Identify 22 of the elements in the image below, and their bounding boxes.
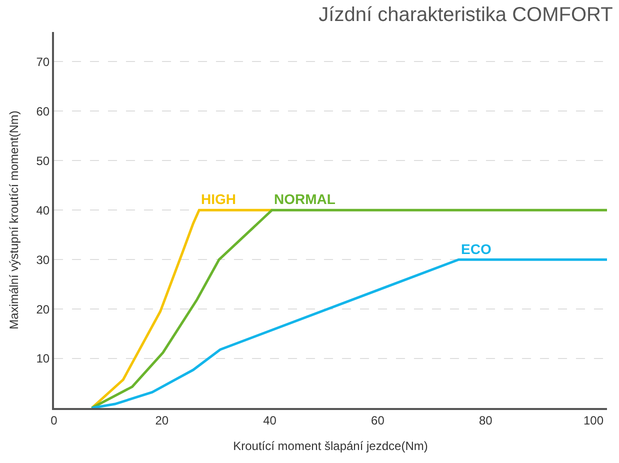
series-label: ECO	[461, 241, 492, 257]
line-series	[90, 258, 607, 408]
x-tick-label: 100	[583, 413, 604, 428]
x-tick-label: 80	[478, 413, 493, 428]
y-tick-label: 60	[36, 104, 50, 118]
y-tick-label: 10	[36, 352, 50, 366]
line-series	[90, 208, 274, 408]
y-tick-label: 20	[36, 302, 50, 316]
series-label: HIGH	[201, 191, 236, 207]
y-tick-label: 50	[36, 154, 50, 168]
line-series	[90, 208, 607, 408]
series-label: NORMAL	[274, 191, 336, 207]
x-tick-label: 20	[155, 413, 169, 428]
chart-title: Jízdní charakteristika COMFORT	[318, 4, 613, 26]
x-tick-label: 60	[371, 413, 385, 428]
y-axis-title: Maximální výstupní kroutící moment(Nm)	[7, 110, 22, 330]
y-tick-label: 40	[36, 203, 50, 218]
x-tick-label: 40	[263, 413, 277, 428]
x-tick-label: 0	[50, 413, 58, 428]
y-tick-label: 30	[36, 252, 50, 267]
x-axis-title: Kroutící moment šlapání jezdce(Nm)	[233, 438, 428, 453]
y-tick-label: 70	[36, 54, 50, 69]
